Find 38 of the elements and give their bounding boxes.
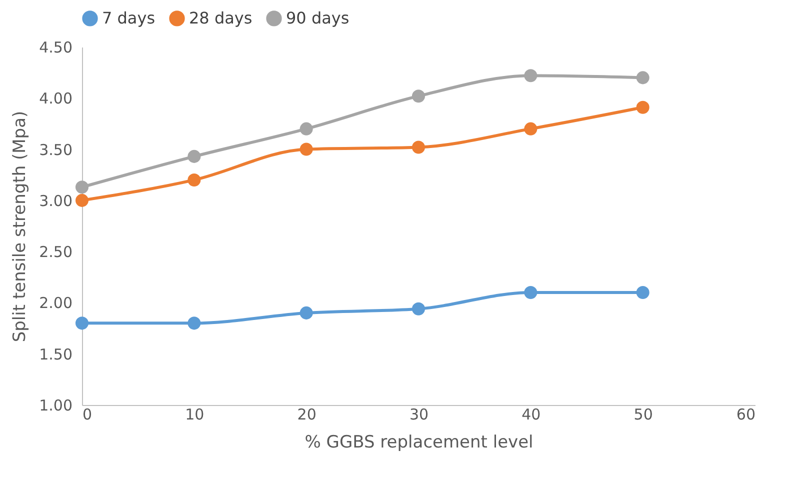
x-tick-label: 60: [736, 406, 756, 424]
point: [300, 122, 313, 136]
x-tick-label: 30: [409, 406, 429, 424]
x-axis-title: % GGBS replacement level: [304, 432, 534, 452]
point: [636, 71, 650, 84]
x-tick-label: 10: [185, 406, 204, 424]
point: [524, 286, 538, 299]
y-tick-label: 4.00: [39, 90, 72, 108]
y-tick-label: 3.50: [39, 140, 72, 159]
legend-label: 7 days: [102, 8, 156, 28]
point: [636, 100, 650, 114]
legend-label: 90 days: [286, 8, 350, 28]
y-tick-label: 1.00: [39, 396, 72, 414]
x-tick-label: 50: [634, 406, 653, 424]
point: [75, 194, 89, 207]
y-tick-label: 2.50: [39, 243, 72, 262]
point: [188, 150, 201, 163]
y-tick-label: 2.00: [39, 294, 72, 312]
point: [412, 90, 426, 103]
legend-label: 28 days: [189, 8, 252, 28]
x-tick-label: 0: [82, 406, 92, 424]
point: [412, 302, 426, 316]
y-tick-label: 3.00: [39, 192, 72, 210]
y-tick-label: 1.50: [39, 345, 72, 364]
point: [636, 286, 650, 299]
point: [412, 140, 426, 154]
point: [188, 173, 201, 186]
point: [75, 180, 89, 194]
point: [300, 306, 313, 320]
x-tick-label: 40: [522, 406, 541, 424]
point: [75, 316, 89, 330]
point: [524, 69, 538, 82]
y-axis-title: Split tensile strength (Mpa): [10, 110, 30, 342]
point: [524, 122, 538, 136]
x-tick-label: 20: [297, 406, 316, 424]
point: [300, 142, 313, 156]
y-tick-label: 4.50: [39, 38, 72, 56]
point: [188, 316, 201, 330]
